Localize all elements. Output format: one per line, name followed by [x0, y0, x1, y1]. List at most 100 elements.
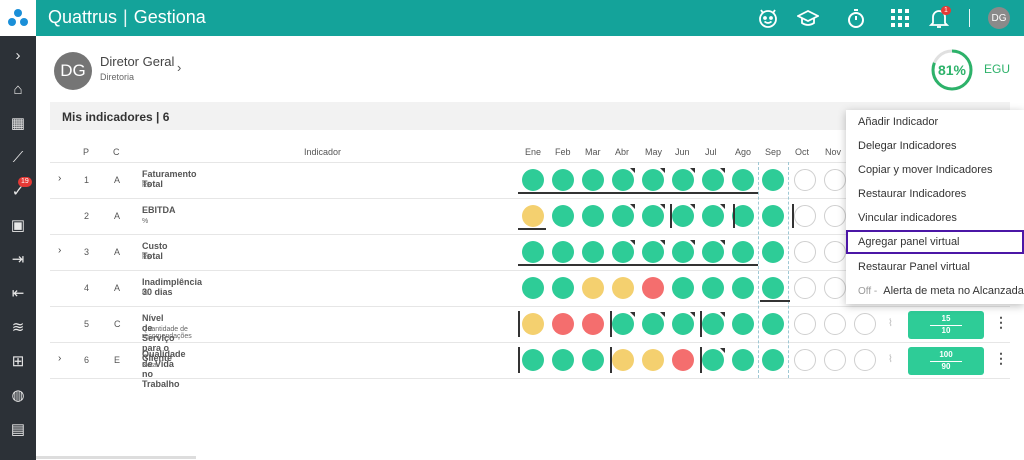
month-status-dot[interactable] [732, 205, 754, 227]
menu-item[interactable]: Vincular indicadores [846, 206, 1024, 230]
menu-item[interactable]: Restaurar Panel virtual [846, 255, 1024, 279]
month-status-dot[interactable] [522, 205, 544, 227]
month-status-dot[interactable] [794, 205, 816, 227]
month-status-dot[interactable] [672, 349, 694, 371]
month-status-dot[interactable] [642, 169, 664, 191]
month-status-dot[interactable] [522, 313, 544, 335]
profile-chevron-icon[interactable]: › [177, 60, 182, 75]
attachment-clip-icon[interactable]: ⌇ [888, 318, 893, 329]
month-status-dot[interactable] [794, 349, 816, 371]
month-status-dot[interactable] [702, 349, 724, 371]
month-status-dot[interactable] [672, 313, 694, 335]
sidebar-item[interactable]: ✓ 19 [0, 174, 36, 208]
month-status-dot[interactable] [582, 241, 604, 263]
month-status-dot[interactable] [824, 313, 846, 335]
month-status-dot[interactable] [552, 349, 574, 371]
sidebar-item[interactable]: ▦ [0, 106, 36, 140]
sidebar-item[interactable]: › [0, 38, 36, 72]
month-status-dot[interactable] [672, 241, 694, 263]
sidebar-item[interactable]: ⟋ [0, 140, 36, 174]
stopwatch-icon[interactable] [844, 6, 868, 30]
month-status-dot[interactable] [732, 169, 754, 191]
month-status-dot[interactable] [672, 277, 694, 299]
month-status-dot[interactable] [702, 277, 724, 299]
month-status-dot[interactable] [854, 349, 876, 371]
row-expand-chevron-icon[interactable]: › [58, 173, 62, 184]
sidebar-item[interactable]: ◍ [0, 378, 36, 412]
quattrus-logo-icon[interactable] [0, 0, 36, 36]
row-more-options-icon[interactable]: ⋮ [994, 350, 1008, 366]
sidebar-item[interactable]: ⊞ [0, 344, 36, 378]
month-status-dot[interactable] [794, 313, 816, 335]
month-status-dot[interactable] [552, 277, 574, 299]
month-status-dot[interactable] [732, 349, 754, 371]
month-status-dot[interactable] [612, 313, 634, 335]
month-status-dot[interactable] [732, 241, 754, 263]
graduation-cap-icon[interactable] [796, 6, 820, 30]
sidebar-item[interactable]: ▤ [0, 412, 36, 446]
sidebar-item[interactable]: ▣ [0, 208, 36, 242]
month-status-dot[interactable] [522, 277, 544, 299]
month-status-dot[interactable] [552, 205, 574, 227]
month-status-dot[interactable] [824, 205, 846, 227]
month-status-dot[interactable] [762, 205, 784, 227]
month-status-dot[interactable] [762, 313, 784, 335]
month-status-dot[interactable] [702, 205, 724, 227]
month-status-dot[interactable] [642, 205, 664, 227]
month-status-dot[interactable] [612, 205, 634, 227]
notification-bell-icon[interactable]: 1 [927, 6, 951, 30]
menu-item[interactable]: Copiar y mover Indicadores [846, 158, 1024, 182]
month-status-dot[interactable] [794, 241, 816, 263]
month-status-dot[interactable] [732, 277, 754, 299]
menu-item[interactable]: Off - Alerta de meta no Alcanzada [846, 279, 1024, 303]
sidebar-item[interactable]: ⇤ [0, 276, 36, 310]
month-status-dot[interactable] [552, 313, 574, 335]
sidebar-item[interactable]: ⌂ [0, 72, 36, 106]
month-status-dot[interactable] [612, 349, 634, 371]
month-status-dot[interactable] [612, 169, 634, 191]
sidebar-item[interactable]: ⇥ [0, 242, 36, 276]
horizontal-scrollbar[interactable] [36, 456, 196, 459]
menu-item[interactable]: Añadir Indicador [846, 110, 1024, 134]
month-status-dot[interactable] [552, 241, 574, 263]
indicator-name[interactable]: Qualidade de Vida no Trabalho [142, 349, 186, 389]
month-status-dot[interactable] [522, 241, 544, 263]
month-status-dot[interactable] [702, 169, 724, 191]
month-status-dot[interactable] [702, 241, 724, 263]
month-status-dot[interactable] [642, 241, 664, 263]
month-status-dot[interactable] [642, 349, 664, 371]
indicator-name[interactable]: Faturamento Total [142, 169, 197, 189]
month-status-dot[interactable] [612, 241, 634, 263]
row-expand-chevron-icon[interactable]: › [58, 245, 62, 256]
month-status-dot[interactable] [522, 169, 544, 191]
month-status-dot[interactable] [762, 169, 784, 191]
month-status-dot[interactable] [762, 349, 784, 371]
month-status-dot[interactable] [854, 313, 876, 335]
month-status-dot[interactable] [824, 277, 846, 299]
indicator-name[interactable]: EBITDA [142, 205, 176, 215]
month-status-dot[interactable] [612, 277, 634, 299]
month-status-dot[interactable] [582, 349, 604, 371]
menu-item[interactable]: Restaurar Indicadores [846, 182, 1024, 206]
month-status-dot[interactable] [552, 169, 574, 191]
month-status-dot[interactable] [824, 241, 846, 263]
month-status-dot[interactable] [672, 205, 694, 227]
month-status-dot[interactable] [762, 277, 784, 299]
attachment-clip-icon[interactable]: ⌇ [888, 354, 893, 365]
month-status-dot[interactable] [824, 349, 846, 371]
month-status-dot[interactable] [582, 169, 604, 191]
menu-item[interactable]: Agregar panel virtual [846, 230, 1024, 254]
month-status-dot[interactable] [702, 313, 724, 335]
month-status-dot[interactable] [824, 169, 846, 191]
indicator-name[interactable]: Nível de Serviço para o Cliente [142, 313, 175, 363]
sidebar-item[interactable]: ≋ [0, 310, 36, 344]
month-status-dot[interactable] [672, 169, 694, 191]
row-more-options-icon[interactable]: ⋮ [994, 314, 1008, 330]
month-status-dot[interactable] [582, 205, 604, 227]
month-status-dot[interactable] [642, 313, 664, 335]
row-expand-chevron-icon[interactable]: › [58, 353, 62, 364]
profile-name[interactable]: Diretor Geral [100, 54, 175, 69]
indicator-name[interactable]: Inadimplência 30 dias [142, 277, 203, 297]
month-status-dot[interactable] [794, 169, 816, 191]
menu-item[interactable]: Delegar Indicadores [846, 134, 1024, 158]
